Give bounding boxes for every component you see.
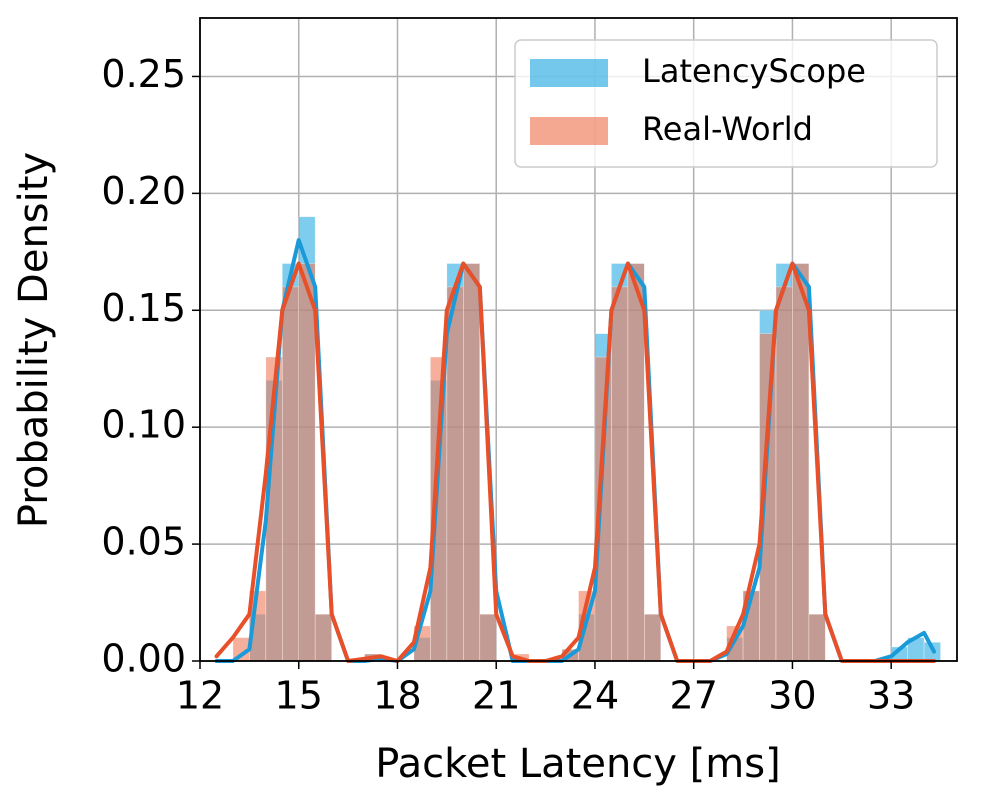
histogram-bar [775, 286, 793, 662]
x-tick-label: 21 [472, 674, 520, 718]
y-tick-label: 0.20 [101, 169, 186, 213]
histogram-bar [792, 263, 810, 662]
y-tick-label: 0.05 [101, 520, 186, 564]
plot-frame [199, 17, 958, 662]
x-tick-label: 27 [670, 674, 718, 718]
y-tick-label: 0.10 [101, 403, 186, 447]
histogram-bar [463, 263, 481, 662]
legend: LatencyScope Real-World [514, 39, 938, 168]
legend-label: LatencyScope [642, 52, 866, 90]
histogram-bar [808, 613, 826, 662]
legend-swatch [530, 59, 608, 87]
x-tick-label: 33 [867, 674, 915, 718]
histogram-bar [644, 613, 662, 662]
x-tick-label: 30 [768, 674, 816, 718]
histogram-bar [479, 613, 497, 662]
y-tick-label: 0.25 [101, 52, 186, 96]
y-axis-label: Probability Density [11, 152, 57, 528]
histogram-bar [627, 263, 645, 662]
x-axis-label: Packet Latency [ms] [375, 741, 780, 787]
histogram-bar [314, 613, 332, 662]
x-tick-label: 18 [373, 674, 421, 718]
legend-swatch [530, 117, 608, 145]
histogram-bar [298, 263, 316, 662]
kde-lines [214, 238, 936, 663]
y-tick-label: 0.00 [101, 637, 186, 681]
y-tick-label: 0.15 [101, 286, 186, 330]
x-tick-label: 15 [275, 674, 323, 718]
x-tick-label: 24 [571, 674, 619, 718]
histogram-bar [281, 286, 300, 662]
histogram-bar [446, 286, 464, 662]
kde-line [214, 261, 936, 663]
legend-box [514, 39, 938, 168]
histogram-bar [611, 286, 629, 662]
x-tick-label: 12 [176, 674, 224, 718]
legend-label: Real-World [642, 110, 813, 148]
